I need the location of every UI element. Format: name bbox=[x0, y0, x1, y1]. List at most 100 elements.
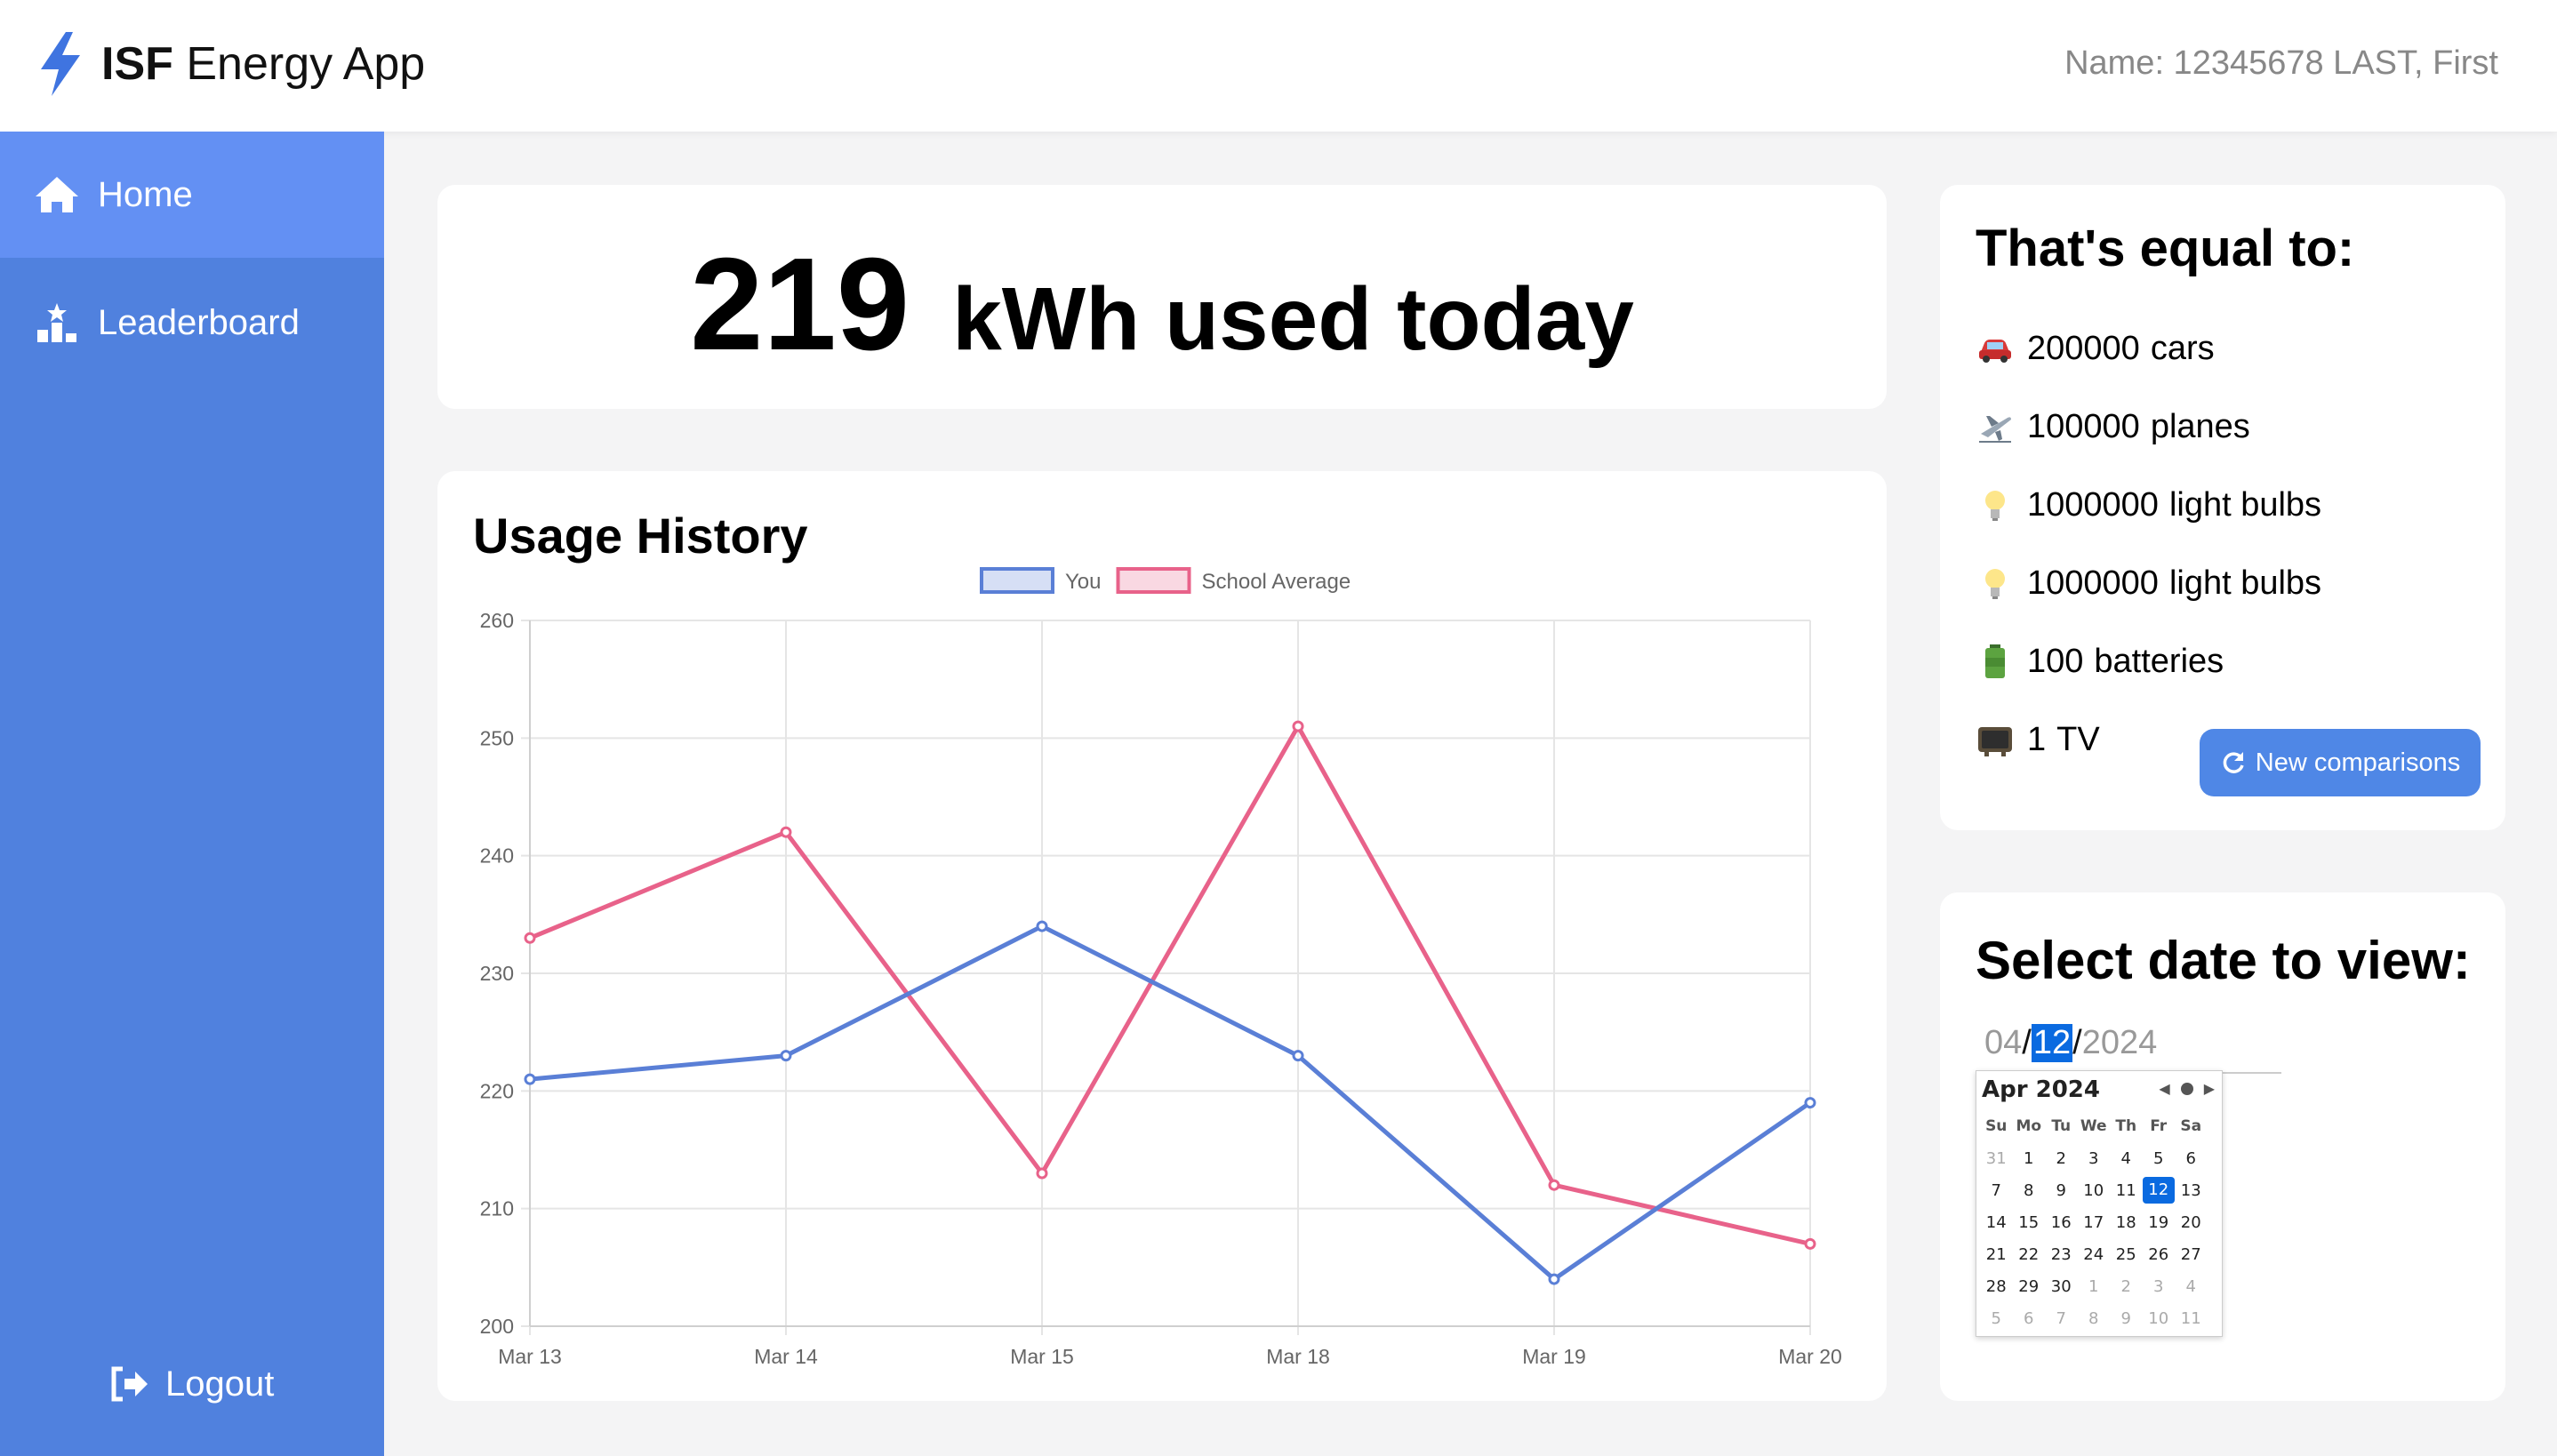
user-name: Name: 12345678 LAST, First bbox=[2064, 44, 2498, 82]
comparison-item: 1 TV bbox=[1976, 720, 2100, 759]
calendar-month-label: Apr 2024 bbox=[1982, 1076, 2100, 1103]
logout-button[interactable]: Logout bbox=[107, 1362, 274, 1406]
calendar-weekday: Sa bbox=[2180, 1117, 2202, 1135]
data-point bbox=[1804, 1237, 1816, 1250]
calendar-day[interactable]: 10 bbox=[2083, 1180, 2104, 1200]
calendar-day[interactable]: 7 bbox=[2056, 1308, 2066, 1328]
calendar-day[interactable]: 19 bbox=[2148, 1212, 2169, 1232]
legend-swatch bbox=[1116, 567, 1191, 594]
calendar-day[interactable]: 25 bbox=[2115, 1244, 2136, 1264]
logout-label: Logout bbox=[165, 1364, 275, 1404]
calendar-day[interactable]: 1 bbox=[2088, 1276, 2099, 1296]
data-point bbox=[1036, 1167, 1048, 1180]
calendar-day[interactable]: 3 bbox=[2153, 1276, 2164, 1296]
calendar-day[interactable]: 14 bbox=[1985, 1212, 2007, 1232]
calendar-day[interactable]: 7 bbox=[1991, 1180, 2001, 1200]
calendar-day[interactable]: 24 bbox=[2083, 1244, 2104, 1264]
next-month-icon[interactable]: ▶ bbox=[2203, 1080, 2215, 1097]
y-tick-label: 240 bbox=[480, 844, 514, 868]
usage-today-card: 219 kWh used today bbox=[437, 185, 1887, 409]
calendar-day[interactable]: 9 bbox=[2120, 1308, 2131, 1328]
usage-history-card: Usage History 200 210 220 230 240 250 260 Mar 1… bbox=[437, 471, 1887, 1401]
sidebar: Home Leaderboard Logout bbox=[0, 132, 384, 1456]
calendar-day[interactable]: 28 bbox=[1985, 1276, 2007, 1296]
calendar-day[interactable]: 2 bbox=[2056, 1148, 2066, 1168]
x-tick-label: Mar 13 bbox=[498, 1345, 562, 1368]
calendar-weekday: We bbox=[2080, 1117, 2107, 1135]
calendar-day[interactable]: 27 bbox=[2180, 1244, 2201, 1264]
prev-month-icon[interactable]: ◀ bbox=[2159, 1080, 2170, 1097]
calendar-day[interactable]: 10 bbox=[2148, 1308, 2169, 1328]
calendar-day[interactable]: 15 bbox=[2018, 1212, 2040, 1232]
series-line-you bbox=[529, 924, 1812, 1282]
calendar-day[interactable]: 2 bbox=[2120, 1276, 2131, 1296]
calendar-day[interactable]: 5 bbox=[1991, 1308, 2001, 1328]
calendar-day[interactable]: 3 bbox=[2088, 1148, 2099, 1168]
home-icon bbox=[36, 177, 78, 212]
lightbulb-icon bbox=[1985, 569, 2005, 599]
data-point bbox=[780, 826, 792, 838]
leaderboard-icon bbox=[37, 303, 76, 342]
y-tick-label: 230 bbox=[480, 962, 514, 985]
calendar-day[interactable]: 26 bbox=[2148, 1244, 2169, 1264]
calendar-day[interactable]: 22 bbox=[2018, 1244, 2040, 1264]
date-year-segment[interactable]: 2024 bbox=[2081, 1023, 2158, 1061]
calendar-day[interactable]: 12 bbox=[2142, 1177, 2175, 1204]
calendar-day[interactable]: 21 bbox=[1985, 1244, 2007, 1264]
date-input[interactable]: 04 / 12 / 2024 bbox=[1976, 1013, 2281, 1074]
lightning-bolt-icon bbox=[41, 32, 80, 96]
lightbulb-icon bbox=[1985, 491, 2005, 521]
data-point bbox=[1548, 1273, 1560, 1285]
top-header: ISF Energy App Name: 12345678 LAST, Firs… bbox=[0, 0, 2557, 132]
new-comparisons-button[interactable]: New comparisons bbox=[2200, 729, 2481, 796]
data-point bbox=[524, 1073, 536, 1085]
calendar-day[interactable]: 5 bbox=[2153, 1148, 2164, 1168]
calendar-day[interactable]: 4 bbox=[2185, 1276, 2196, 1296]
sidebar-item-leaderboard[interactable]: Leaderboard bbox=[0, 260, 384, 386]
calendar-day[interactable]: 29 bbox=[2018, 1276, 2040, 1296]
comparisons-card: That's equal to: 200000 cars 100000 plan… bbox=[1940, 185, 2505, 830]
calendar-day[interactable]: 13 bbox=[2180, 1180, 2201, 1200]
calendar-day[interactable]: 6 bbox=[2024, 1308, 2034, 1328]
date-month-segment[interactable]: 04 bbox=[1984, 1023, 2023, 1061]
calendar-weekday: Mo bbox=[2016, 1117, 2042, 1135]
calendar-day[interactable]: 8 bbox=[2088, 1308, 2099, 1328]
comparison-item: 1000000 light bulbs bbox=[1976, 564, 2321, 603]
sidebar-item-home[interactable]: Home bbox=[0, 132, 384, 258]
comparison-item: 200000 cars bbox=[1976, 329, 2215, 368]
calendar-day[interactable]: 9 bbox=[2056, 1180, 2066, 1200]
calendar-day[interactable]: 20 bbox=[2180, 1212, 2201, 1232]
calendar-day[interactable]: 31 bbox=[1985, 1148, 2007, 1168]
series-line-school-average bbox=[529, 724, 1811, 1246]
calendar-nav: ◀ ▶ bbox=[2159, 1080, 2215, 1097]
data-point bbox=[1036, 920, 1048, 932]
calendar-day[interactable]: 16 bbox=[2050, 1212, 2072, 1232]
y-tick-label: 220 bbox=[480, 1079, 514, 1102]
calendar-day[interactable]: 1 bbox=[2024, 1148, 2034, 1168]
x-tick-label: Mar 20 bbox=[1778, 1345, 1842, 1368]
date-day-segment[interactable]: 12 bbox=[2031, 1023, 2073, 1062]
x-tick-label: Mar 14 bbox=[754, 1345, 818, 1368]
data-point bbox=[1292, 720, 1304, 732]
data-point bbox=[780, 1050, 792, 1062]
usage-label: kWh used today bbox=[952, 269, 1634, 369]
calendar-weekday: Tu bbox=[2051, 1117, 2072, 1135]
data-point bbox=[524, 932, 536, 944]
calendar-day[interactable]: 11 bbox=[2180, 1308, 2201, 1328]
calendar-day[interactable]: 8 bbox=[2024, 1180, 2034, 1200]
calendar-day[interactable]: 17 bbox=[2083, 1212, 2104, 1232]
calendar-weekday: Th bbox=[2115, 1117, 2137, 1135]
app-title: ISF Energy App bbox=[101, 38, 426, 90]
calendar-day[interactable]: 18 bbox=[2115, 1212, 2136, 1232]
calendar-day[interactable]: 4 bbox=[2120, 1148, 2131, 1168]
legend-swatch bbox=[980, 567, 1054, 594]
date-select-title: Select date to view: bbox=[1976, 931, 2471, 990]
calendar-day[interactable]: 6 bbox=[2185, 1148, 2196, 1168]
comparison-item: 100 batteries bbox=[1976, 642, 2224, 681]
calendar-day[interactable]: 23 bbox=[2050, 1244, 2072, 1264]
calendar-day[interactable]: 11 bbox=[2115, 1180, 2136, 1200]
today-icon[interactable] bbox=[2180, 1082, 2193, 1095]
calendar-day[interactable]: 30 bbox=[2050, 1276, 2072, 1296]
date-select-card: Select date to view: 04 / 12 / 2024 Apr … bbox=[1940, 892, 2505, 1401]
app-logo[interactable]: ISF Energy App bbox=[36, 30, 425, 98]
